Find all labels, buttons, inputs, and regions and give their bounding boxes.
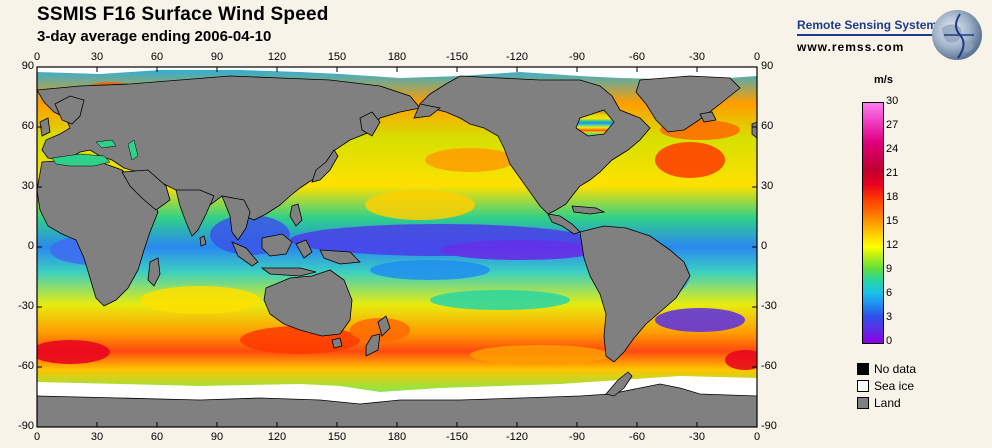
sea-ice-swatch <box>857 380 869 392</box>
longitude-label: -150 <box>445 51 469 63</box>
latitude-label: 90 <box>21 60 34 72</box>
latitude-label: -60 <box>761 360 777 372</box>
colorbar-tick-label: 9 <box>886 263 893 275</box>
colorbar-tick-label: 21 <box>886 167 899 179</box>
colorbar-tick-label: 24 <box>886 143 899 155</box>
longitude-label: -30 <box>689 431 705 443</box>
no-data-swatch <box>857 363 869 375</box>
latitude-label: 90 <box>761 60 774 72</box>
colorbar-tick-label: 18 <box>886 191 899 203</box>
longitude-label: 120 <box>267 431 287 443</box>
colorbar-unit-label: m/s <box>874 74 893 86</box>
longitude-label: -30 <box>689 51 705 63</box>
legend-label: Land <box>874 396 901 410</box>
brand-name: Remote Sensing Systems <box>797 18 944 36</box>
longitude-label: -150 <box>445 431 469 443</box>
inland-seas <box>51 139 139 167</box>
longitude-label: 0 <box>753 431 761 443</box>
longitude-label: 120 <box>267 51 287 63</box>
latitude-label: 60 <box>21 120 34 132</box>
longitude-label: -90 <box>569 431 585 443</box>
longitude-label: -90 <box>569 51 585 63</box>
longitude-label: -60 <box>629 51 645 63</box>
longitude-label: 150 <box>327 51 347 63</box>
latitude-label: 0 <box>27 240 34 252</box>
colorbar-tick-label: 30 <box>886 95 899 107</box>
brand-block: Remote Sensing Systems www.remss.com <box>797 16 957 54</box>
map-title: SSMIS F16 Surface Wind Speed <box>37 4 329 25</box>
latitude-label: -30 <box>761 300 777 312</box>
latitude-label: 30 <box>761 180 774 192</box>
map-subtitle: 3-day average ending 2006-04-10 <box>37 28 272 45</box>
legend-label: Sea ice <box>874 379 915 393</box>
legend-label: No data <box>874 362 917 376</box>
legend-land: Land <box>857 396 901 410</box>
longitude-label: 30 <box>90 51 104 63</box>
latitude-label: -90 <box>18 420 34 432</box>
latitude-label: 60 <box>761 120 774 132</box>
colorbar-tick-label: 27 <box>886 119 899 131</box>
longitude-label: 90 <box>210 431 224 443</box>
latitude-label: 30 <box>21 180 34 192</box>
longitude-label: -120 <box>505 431 529 443</box>
land-swatch <box>857 397 869 409</box>
colorbar-tick-label: 15 <box>886 215 899 227</box>
longitude-label: 0 <box>33 51 41 63</box>
colorbar-tick-label: 6 <box>886 287 893 299</box>
latitude-label: -60 <box>18 360 34 372</box>
latitude-label: -90 <box>761 420 777 432</box>
longitude-label: 150 <box>327 431 347 443</box>
latitude-label: -30 <box>18 300 34 312</box>
wind-speed-colorbar <box>862 102 884 344</box>
colorbar-tick-label: 0 <box>886 335 893 347</box>
brand-url: www.remss.com <box>797 40 905 54</box>
axis-ticks <box>36 66 758 428</box>
longitude-label: 0 <box>33 431 41 443</box>
land-masses <box>37 75 757 427</box>
longitude-label: 90 <box>210 51 224 63</box>
colorbar-tick-label: 3 <box>886 311 893 323</box>
latitude-label: 0 <box>761 240 768 252</box>
globe-logo-icon <box>932 10 982 60</box>
longitude-label: 60 <box>150 51 164 63</box>
legend-no-data: No data <box>857 362 916 376</box>
longitude-label: 180 <box>387 51 407 63</box>
longitude-label: -60 <box>629 431 645 443</box>
legend-sea-ice: Sea ice <box>857 379 914 393</box>
longitude-label: 0 <box>753 51 761 63</box>
longitude-label: 180 <box>387 431 407 443</box>
longitude-label: -120 <box>505 51 529 63</box>
longitude-label: 30 <box>90 431 104 443</box>
colorbar-tick-label: 12 <box>886 239 899 251</box>
longitude-label: 60 <box>150 431 164 443</box>
